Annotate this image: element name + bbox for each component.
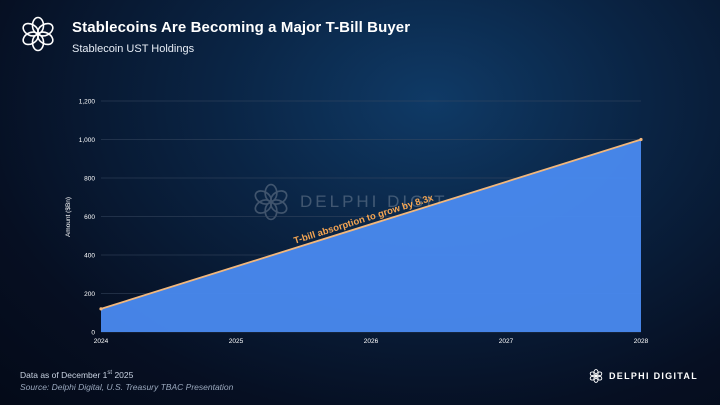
x-tick-label: 2024 (94, 338, 109, 345)
y-tick-label: 400 (84, 252, 95, 259)
y-tick-label: 1,200 (79, 98, 96, 105)
y-tick-labels: 0 200 400 600 800 1,000 1,200 (79, 98, 96, 336)
delphi-flower-logo-icon (22, 16, 54, 52)
x-tick-label: 2027 (499, 338, 514, 345)
x-tick-label: 2025 (229, 338, 244, 345)
brand-name: DELPHI DIGITAL (608, 371, 698, 381)
data-date-superscript: st (107, 370, 113, 377)
y-axis-label: Amount ($Bn) (65, 197, 72, 237)
brand: DELPHI DIGITAL (589, 369, 698, 383)
y-tick-label: 800 (84, 175, 95, 182)
delphi-flower-logo-icon (589, 369, 603, 383)
x-tick-labels: 2024 2025 2026 2027 2028 (94, 338, 649, 345)
area-layer (99, 137, 643, 332)
delphi-flower-logo-icon (254, 183, 288, 221)
area-series (101, 139, 641, 332)
x-tick-label: 2028 (634, 338, 649, 345)
y-tick-label: 200 (84, 291, 95, 298)
data-point (99, 307, 103, 311)
data-date-suffix: 2025 (112, 370, 134, 380)
data-date-note: Data as of December 1st 2025 (20, 370, 133, 380)
x-tick-label: 2026 (364, 338, 379, 345)
data-point (639, 137, 643, 142)
watermark: DELPHI DIGIT (252, 183, 447, 221)
series-line (100, 138, 642, 310)
y-tick-label: 600 (84, 214, 95, 221)
y-tick-label: 0 (91, 329, 95, 336)
data-date-prefix: Data as of December 1 (20, 370, 108, 380)
chart-subtitle: Stablecoin UST Holdings (72, 43, 195, 55)
chart-title: Stablecoins Are Becoming a Major T-Bill … (72, 19, 411, 36)
watermark-text: DELPHI DIGIT (300, 192, 448, 211)
source-note: Source: Delphi Digital, U.S. Treasury TB… (20, 382, 234, 392)
y-tick-label: 1,000 (79, 137, 96, 144)
